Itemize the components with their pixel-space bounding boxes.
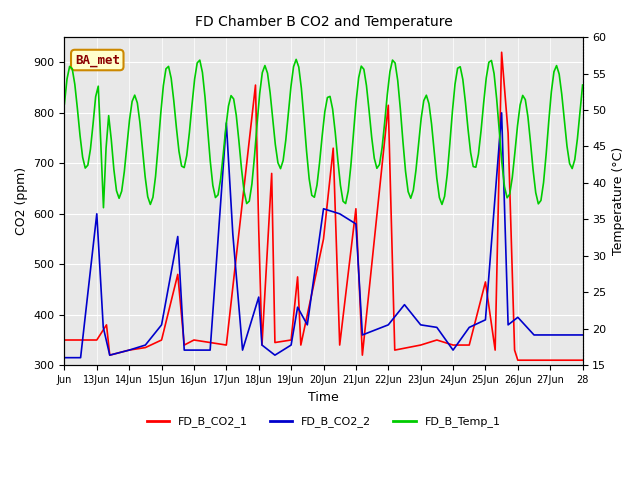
FD_B_CO2_1 [433, 337, 441, 343]
FD_B_Temp_1 [159, 83, 167, 88]
FD_B_CO2_2 [547, 332, 554, 338]
FD_B_CO2_2 [514, 314, 522, 320]
FD_B_CO2_2 [174, 234, 182, 240]
FD_B_CO2_1 [465, 342, 473, 348]
FD_B_CO2_2 [61, 355, 68, 360]
X-axis label: Time: Time [308, 391, 339, 404]
FD_B_CO2_2 [401, 302, 408, 308]
FD_B_CO2_1 [93, 337, 100, 343]
FD_B_CO2_1 [579, 357, 586, 363]
FD_B_CO2_1 [190, 337, 198, 343]
FD_B_CO2_2 [530, 332, 538, 338]
FD_B_CO2_2 [77, 355, 84, 360]
FD_B_Temp_1 [558, 92, 566, 97]
FD_B_CO2_1 [258, 342, 266, 348]
FD_B_Temp_1 [540, 180, 547, 186]
FD_B_CO2_1 [287, 337, 295, 343]
FD_B_CO2_2 [336, 211, 344, 216]
FD_B_CO2_2 [239, 347, 246, 353]
FD_B_CO2_1 [268, 170, 276, 176]
Legend: FD_B_CO2_1, FD_B_CO2_2, FD_B_Temp_1: FD_B_CO2_1, FD_B_CO2_2, FD_B_Temp_1 [142, 412, 505, 432]
FD_B_CO2_2 [294, 304, 301, 310]
FD_B_CO2_2 [385, 322, 392, 328]
FD_B_CO2_2 [99, 324, 107, 330]
FD_B_CO2_1 [504, 130, 512, 136]
FD_B_CO2_1 [61, 337, 68, 343]
FD_B_CO2_2 [319, 206, 327, 212]
FD_B_CO2_2 [417, 322, 424, 328]
FD_B_CO2_1 [271, 340, 279, 346]
FD_B_CO2_1 [294, 274, 301, 280]
FD_B_CO2_2 [449, 347, 457, 353]
FD_B_CO2_2 [303, 322, 311, 328]
FD_B_CO2_2 [481, 317, 489, 323]
FD_B_CO2_1 [358, 352, 366, 358]
FD_B_CO2_1 [174, 272, 182, 277]
Line: FD_B_CO2_2: FD_B_CO2_2 [65, 113, 582, 358]
FD_B_CO2_1 [252, 82, 259, 88]
FD_B_CO2_1 [125, 347, 133, 353]
FD_B_CO2_2 [287, 342, 295, 348]
FD_B_CO2_1 [417, 342, 424, 348]
Text: BA_met: BA_met [75, 53, 120, 67]
FD_B_CO2_1 [141, 345, 149, 350]
FD_B_CO2_1 [498, 49, 506, 55]
FD_B_CO2_1 [255, 226, 262, 232]
FD_B_CO2_2 [190, 347, 198, 353]
FD_B_CO2_1 [206, 340, 214, 346]
FD_B_Temp_1 [61, 101, 68, 107]
FD_B_CO2_2 [106, 352, 113, 358]
FD_B_CO2_1 [157, 337, 165, 343]
FD_B_CO2_1 [449, 342, 457, 348]
FD_B_CO2_2 [498, 110, 506, 116]
FD_B_CO2_2 [271, 352, 279, 358]
FD_B_CO2_2 [358, 332, 366, 338]
FD_B_CO2_1 [385, 102, 392, 108]
FD_B_CO2_2 [157, 322, 165, 328]
FD_B_CO2_2 [223, 120, 230, 126]
FD_B_CO2_2 [433, 324, 441, 330]
Line: FD_B_Temp_1: FD_B_Temp_1 [65, 60, 582, 208]
FD_B_CO2_2 [255, 294, 262, 300]
FD_B_CO2_2 [504, 322, 512, 328]
FD_B_Temp_1 [92, 94, 99, 100]
FD_B_CO2_1 [336, 342, 344, 348]
FD_B_CO2_1 [297, 342, 305, 348]
FD_B_CO2_1 [514, 357, 522, 363]
FD_B_Temp_1 [81, 165, 89, 171]
FD_B_CO2_2 [206, 347, 214, 353]
FD_B_CO2_2 [579, 332, 586, 338]
Title: FD Chamber B CO2 and Temperature: FD Chamber B CO2 and Temperature [195, 15, 452, 29]
FD_B_Temp_1 [292, 57, 300, 62]
Y-axis label: CO2 (ppm): CO2 (ppm) [15, 167, 28, 235]
FD_B_Temp_1 [201, 94, 209, 100]
FD_B_Temp_1 [100, 205, 108, 211]
FD_B_CO2_1 [547, 357, 554, 363]
FD_B_CO2_1 [223, 342, 230, 348]
Y-axis label: Temperature (°C): Temperature (°C) [612, 147, 625, 255]
FD_B_CO2_1 [481, 279, 489, 285]
FD_B_CO2_1 [330, 145, 337, 151]
FD_B_CO2_1 [106, 352, 113, 358]
FD_B_CO2_2 [465, 324, 473, 330]
FD_B_CO2_1 [391, 347, 399, 353]
FD_B_CO2_2 [258, 342, 266, 348]
FD_B_CO2_1 [180, 342, 188, 348]
FD_B_CO2_2 [141, 342, 149, 348]
FD_B_CO2_1 [511, 347, 518, 353]
Line: FD_B_CO2_1: FD_B_CO2_1 [65, 52, 582, 360]
FD_B_CO2_2 [352, 221, 360, 227]
FD_B_Temp_1 [579, 82, 586, 88]
FD_B_CO2_1 [352, 206, 360, 212]
FD_B_CO2_2 [93, 211, 100, 216]
FD_B_CO2_2 [229, 231, 237, 237]
FD_B_CO2_2 [125, 347, 133, 353]
FD_B_CO2_1 [492, 347, 499, 353]
FD_B_CO2_1 [102, 322, 110, 328]
FD_B_CO2_2 [180, 347, 188, 353]
FD_B_CO2_1 [319, 236, 327, 242]
